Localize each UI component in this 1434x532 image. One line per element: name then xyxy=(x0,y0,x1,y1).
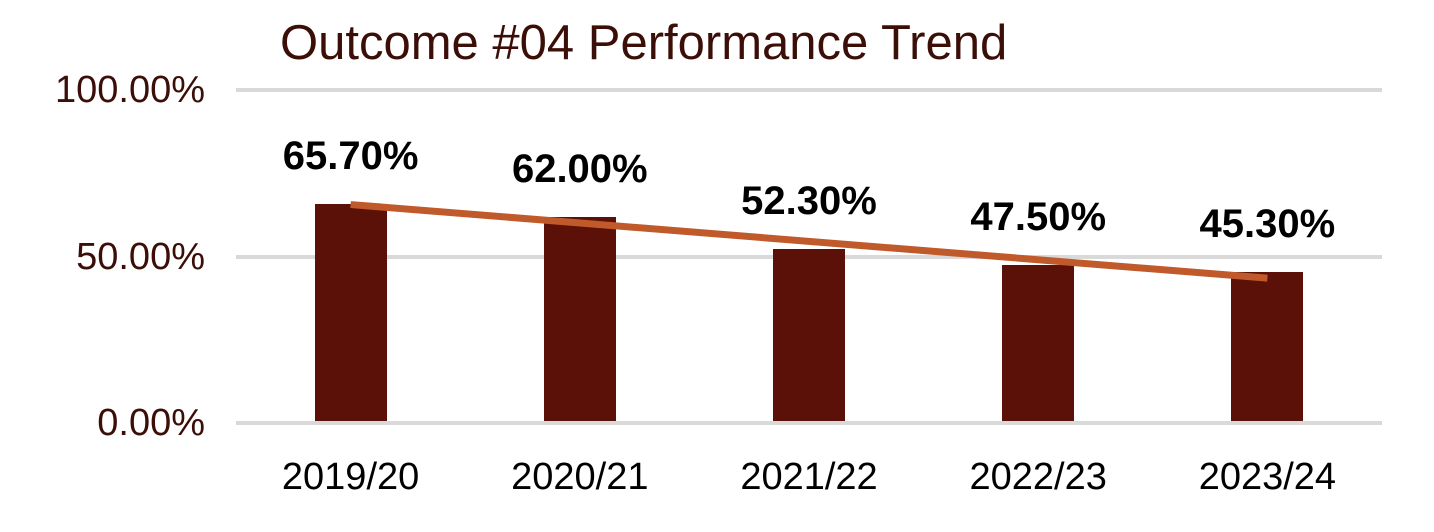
y-axis-tick-label: 100.00% xyxy=(54,69,205,111)
gridline xyxy=(236,88,1382,92)
bar xyxy=(773,249,845,421)
y-axis-tick-label: 0.00% xyxy=(97,402,205,444)
y-axis-tick-label: 50.00% xyxy=(76,235,205,278)
gridline xyxy=(236,421,1382,425)
bar xyxy=(1002,265,1075,421)
x-axis-category-label: 2023/24 xyxy=(1198,456,1337,498)
x-axis-category-label: 2022/23 xyxy=(969,456,1107,498)
data-label: 45.30% xyxy=(1199,202,1336,246)
x-axis-category-label: 2020/21 xyxy=(511,456,649,498)
bar xyxy=(1231,272,1304,421)
data-label: 47.50% xyxy=(970,195,1107,239)
data-label: 62.00% xyxy=(511,147,648,191)
data-label: 65.70% xyxy=(282,134,419,178)
bar xyxy=(314,204,387,421)
x-axis-category-label: 2019/20 xyxy=(281,456,420,498)
data-label: 52.30% xyxy=(741,179,877,223)
chart-title: Outcome #04 Performance Trend xyxy=(280,16,1008,70)
bar xyxy=(543,217,616,421)
x-axis-category-label: 2021/22 xyxy=(740,456,878,498)
